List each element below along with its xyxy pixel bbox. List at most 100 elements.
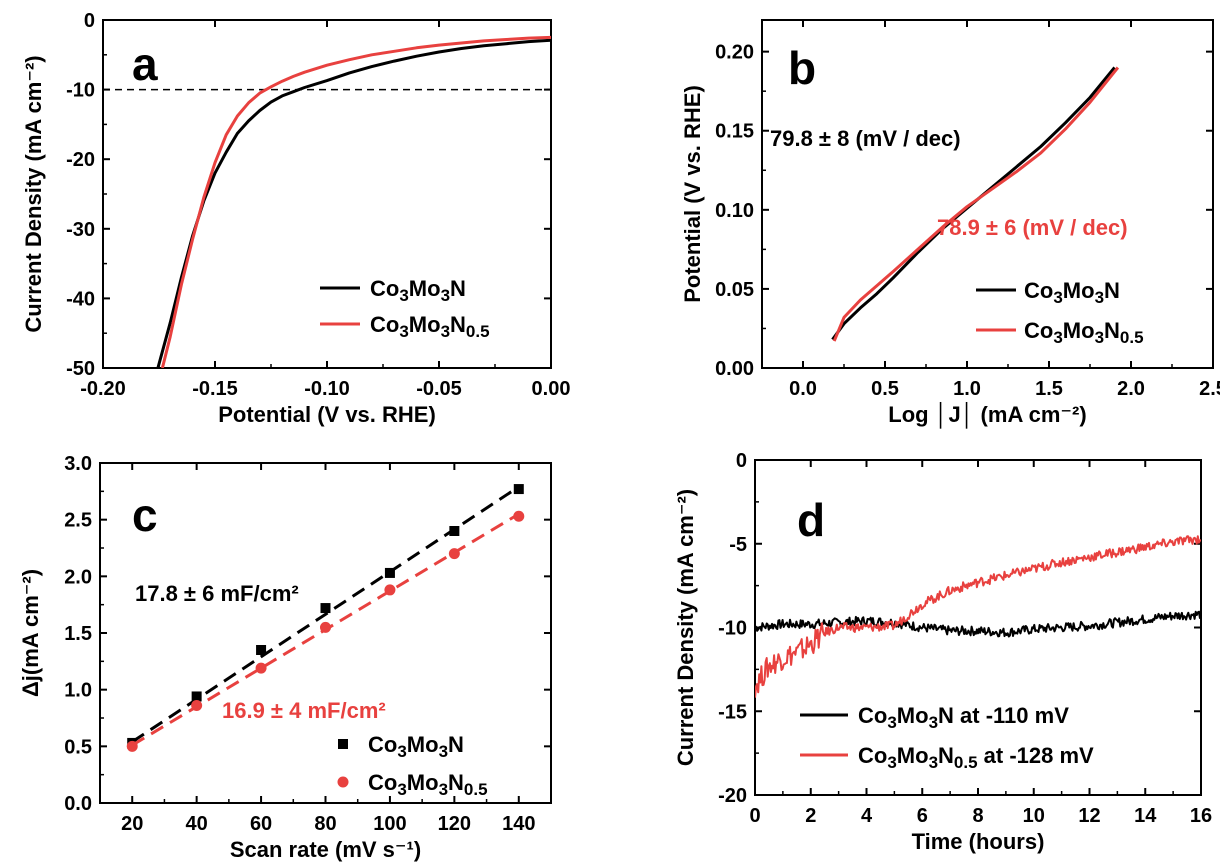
x-tick-label: 100 xyxy=(373,813,406,835)
x-tick-label: 2.0 xyxy=(1117,378,1145,400)
y-axis-label: Current Density (mA cm⁻²) xyxy=(21,55,46,332)
legend: Co3Mo3N Co3Mo3N0.5 xyxy=(337,732,488,799)
y-tick-label: -50 xyxy=(66,358,95,380)
x-tick-label: -0.15 xyxy=(192,378,238,400)
data-point-circle xyxy=(513,510,525,522)
data-point-square xyxy=(449,526,460,536)
x-tick-label: 0 xyxy=(749,805,760,827)
x-tick-label: 1.5 xyxy=(1035,378,1063,400)
series-line-1 xyxy=(832,66,1120,342)
x-tick-label: 140 xyxy=(502,813,535,835)
panel-letter: b xyxy=(788,42,816,94)
legend-marker-circle xyxy=(337,776,349,788)
panel-d: 0 2 4 6 8 10 12 14 16 0 -5 -10 -15 -20 Time (hours) Cur… xyxy=(673,450,1212,854)
y-tick-label: -5 xyxy=(729,534,747,556)
legend: Co3Mo3N Co3Mo3N0.5 xyxy=(320,276,490,341)
legend: Co3Mo3N Co3Mo3N0.5 xyxy=(976,278,1144,347)
x-tick-label: 40 xyxy=(186,813,208,835)
y-tick-label: -40 xyxy=(66,288,95,310)
x-tick-label: 80 xyxy=(314,813,336,835)
annotation: 16.9 ± 4 mF/cm² xyxy=(222,698,386,723)
legend-label: Co3Mo3N xyxy=(370,276,466,305)
x-tick-label: 16 xyxy=(1190,805,1212,827)
x-tick-label: 0.5 xyxy=(871,378,899,400)
series-line-1 xyxy=(160,35,551,368)
annotation: 79.8 ± 8 (mV / dec) xyxy=(770,126,961,151)
series-line-0 xyxy=(755,609,1201,638)
annotation: 17.8 ± 6 mF/cm² xyxy=(135,581,299,606)
data-point-circle xyxy=(255,662,267,674)
data-point-square xyxy=(513,484,524,495)
y-tick-label: 0 xyxy=(84,10,95,32)
y-tick-label: 0 xyxy=(736,450,747,472)
plot-area xyxy=(103,35,551,368)
x-tick-label: 8 xyxy=(972,805,983,827)
data-point-circle xyxy=(191,700,203,712)
panel-letter: c xyxy=(132,489,158,541)
y-tick-label: 0.00 xyxy=(715,358,754,380)
x-axis-label: Log │J│ (mA cm⁻²) xyxy=(888,401,1086,429)
legend-label: Co3Mo3N0.5 xyxy=(368,770,488,799)
data-point-circle xyxy=(320,621,331,633)
x-tick-label: 14 xyxy=(1134,805,1157,827)
legend-label: Co3Mo3N xyxy=(1024,278,1120,307)
y-tick-label: 0.15 xyxy=(715,121,754,143)
data-point-square xyxy=(384,567,395,578)
y-tick-label: -20 xyxy=(66,149,95,171)
data-point-square xyxy=(191,691,202,702)
legend-label: Co3Mo3N0.5 xyxy=(370,312,490,341)
y-tick-label: 0.0 xyxy=(64,793,92,815)
panel-a: -0.20 -0.15 -0.10 -0.05 0.00 0 -10 -20 -30 -40 -50… xyxy=(21,10,570,427)
data-point-circle xyxy=(448,548,460,560)
data-point-circle xyxy=(126,740,138,752)
plot-frame xyxy=(761,19,1214,369)
x-tick-label: 0.00 xyxy=(532,378,571,400)
legend-label: Co3Mo3N xyxy=(368,732,464,761)
y-tick-label: 1.5 xyxy=(64,623,92,645)
data-point-circle xyxy=(384,584,396,596)
legend-label: Co3Mo3N at -110 mV xyxy=(858,703,1069,732)
legend: Co3Mo3N at -110 mV Co3Mo3N0.5 at -128 mV xyxy=(800,703,1094,772)
y-tick-label: 3.0 xyxy=(64,453,92,475)
plot-area xyxy=(755,535,1201,698)
plot-area xyxy=(126,484,525,752)
y-tick-label: 1.0 xyxy=(64,680,92,702)
y-tick-label: 0.05 xyxy=(715,279,754,301)
y-tick-label: -20 xyxy=(718,785,747,807)
panel-b: 0.0 0.5 1.0 1.5 2.0 2.5 0.00 0.05 0.10 0.15 0.20 Lo… xyxy=(680,19,1220,429)
x-tick-label: 2.5 xyxy=(1199,378,1220,400)
y-tick-label: -15 xyxy=(718,701,747,723)
x-axis-label: Potential (V vs. RHE) xyxy=(218,402,436,427)
y-tick-label: 0.5 xyxy=(64,736,92,758)
x-tick-label: 2 xyxy=(805,805,816,827)
y-tick-label: 0.20 xyxy=(715,42,754,64)
x-tick-label: 6 xyxy=(917,805,928,827)
y-axis-label: Potential (V vs. RHE) xyxy=(680,85,705,303)
x-tick-label: 20 xyxy=(121,813,143,835)
y-tick-label: -10 xyxy=(718,618,747,640)
panel-letter: d xyxy=(797,494,825,546)
legend-label: Co3Mo3N0.5 xyxy=(1024,318,1144,347)
y-axis-label: Δj(mA cm⁻²) xyxy=(18,569,43,697)
plot-frame xyxy=(99,462,552,804)
y-tick-label: -30 xyxy=(66,219,95,241)
y-tick-label: 2.0 xyxy=(64,566,92,588)
x-tick-label: 1.0 xyxy=(953,378,981,400)
annotation: 78.9 ± 6 (mV / dec) xyxy=(937,215,1128,240)
x-tick-label: 0.0 xyxy=(789,378,817,400)
x-tick-label: 120 xyxy=(438,813,471,835)
y-tick-label: 2.5 xyxy=(64,510,92,532)
legend-marker-square xyxy=(338,739,348,749)
data-point-square xyxy=(320,603,331,614)
x-tick-label: -0.20 xyxy=(80,378,126,400)
panel-c: 20 40 60 80 100 120 140 0.0 0.5 1.0 1.5 2.0 2.5 3.0 Sc… xyxy=(18,453,552,862)
data-point-square xyxy=(256,645,267,655)
x-tick-label: 60 xyxy=(250,813,272,835)
y-tick-label: -10 xyxy=(66,80,95,102)
x-tick-label: 10 xyxy=(1023,805,1045,827)
panel-letter: a xyxy=(132,38,158,90)
x-tick-label: -0.10 xyxy=(304,378,350,400)
legend-label: Co3Mo3N0.5 at -128 mV xyxy=(858,743,1094,772)
y-tick-label: 0.10 xyxy=(715,200,754,222)
